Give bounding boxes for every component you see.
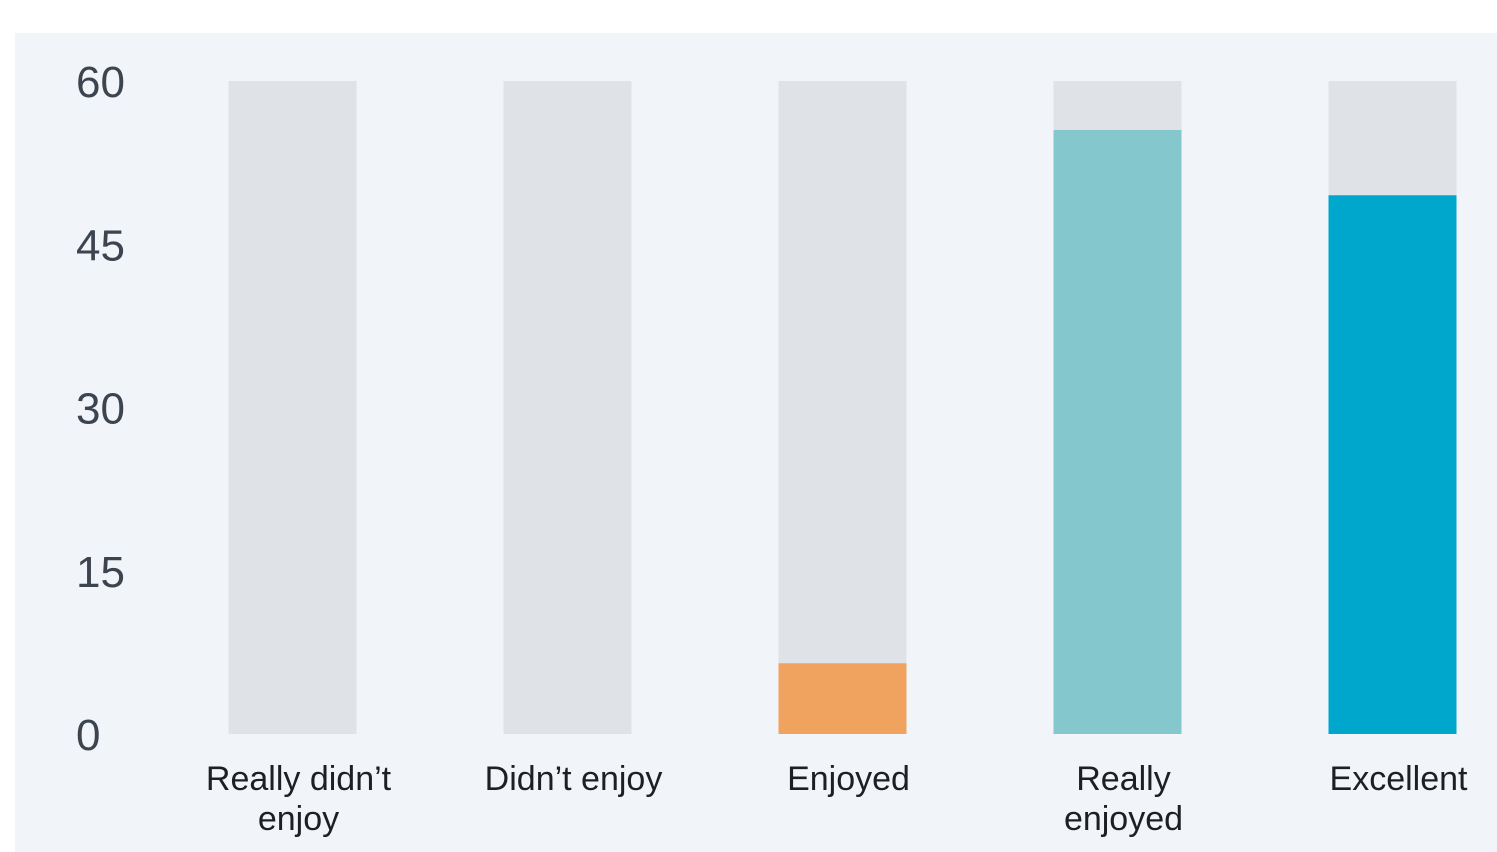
x-axis: Really didn’t enjoy Didn’t enjoy Enjoyed Rea… — [206, 760, 1468, 838]
y-tick-label: 0 — [76, 711, 100, 760]
x-tick-label-line: enjoy — [258, 800, 339, 838]
x-tick-label-line: Didn’t enjoy — [485, 760, 663, 798]
y-tick-label: 60 — [76, 58, 125, 107]
x-tick-label: Enjoyed — [787, 760, 910, 798]
y-axis: 0 15 30 45 60 — [76, 58, 125, 760]
y-tick-label: 30 — [76, 385, 125, 434]
x-tick-label-line: Excellent — [1330, 760, 1469, 798]
x-tick-label-line: Really — [1076, 760, 1170, 798]
bars — [778, 129, 1457, 735]
y-tick-label: 45 — [76, 221, 125, 270]
x-tick-label: Really enjoyed — [1064, 760, 1183, 838]
bar — [1053, 129, 1182, 735]
bar-tracks — [228, 81, 1457, 734]
x-tick-label-line: enjoyed — [1064, 800, 1183, 838]
bar-track — [228, 81, 357, 734]
x-tick-label: Really didn’t enjoy — [206, 760, 392, 838]
x-tick-label-line: Enjoyed — [787, 760, 910, 798]
y-tick-label: 15 — [76, 548, 125, 597]
bar-track — [778, 81, 907, 734]
bar — [778, 663, 907, 734]
bar-track — [503, 81, 632, 734]
bar — [1328, 195, 1457, 734]
x-tick-label: Excellent — [1330, 760, 1469, 798]
x-tick-label-line: Really didn’t — [206, 760, 392, 798]
x-tick-label: Didn’t enjoy — [485, 760, 663, 798]
